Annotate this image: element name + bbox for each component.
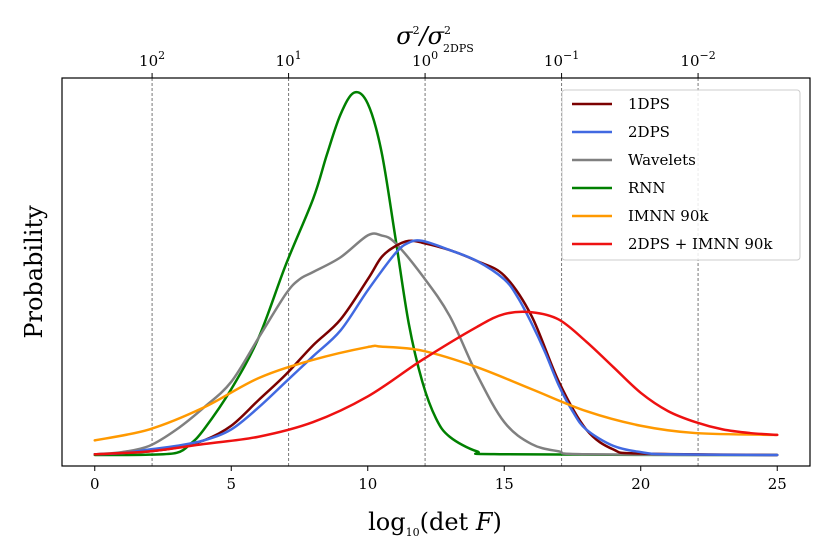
x-tick-label-3: 15 [495,475,514,493]
x-axis-label: log10(det F) [368,508,502,539]
legend-label-1: 2DPS [628,123,670,141]
top-tick-label-2: 100 [412,49,438,70]
series-line-imnn-90k [93,344,779,442]
x-tick-label-5: 25 [768,475,787,493]
series-curves [93,90,779,457]
series-line-wavelets [93,232,779,457]
legend-label-2: Wavelets [628,151,696,169]
y-axis-label: Probability [20,205,48,339]
legend-label-5: 2DPS + IMNN 90k [628,235,773,253]
legend-label-0: 1DPS [628,95,670,113]
legend-label-3: RNN [628,179,666,197]
top-axis-ticks: 102 101 100 10−1 10−2 [139,49,716,78]
x-tick-label-2: 10 [358,475,377,493]
x-tick-label-4: 20 [631,475,650,493]
legend: 1DPS 2DPS Wavelets RNN IMNN 90k 2DPS + IMNN 9… [561,89,801,261]
plot-frame [61,77,811,467]
legend-box [561,89,801,261]
x-tick-label-1: 5 [226,475,236,493]
series-line-2dps-imnn-90k [93,310,779,456]
top-tick-label-4: 10−2 [680,49,715,70]
series-line-1dps [93,239,779,457]
series-line-2dps [93,239,779,457]
top-axis-title: σ2/σ2 2DPS [396,22,474,55]
x-axis-ticks: 0 5 10 15 20 25 [90,466,787,493]
legend-label-4: IMNN 90k [628,207,709,225]
top-tick-label-3: 10−1 [544,49,579,70]
x-tick-label-0: 0 [90,475,100,493]
top-tick-label-0: 102 [139,49,165,70]
top-tick-label-1: 101 [276,49,302,70]
